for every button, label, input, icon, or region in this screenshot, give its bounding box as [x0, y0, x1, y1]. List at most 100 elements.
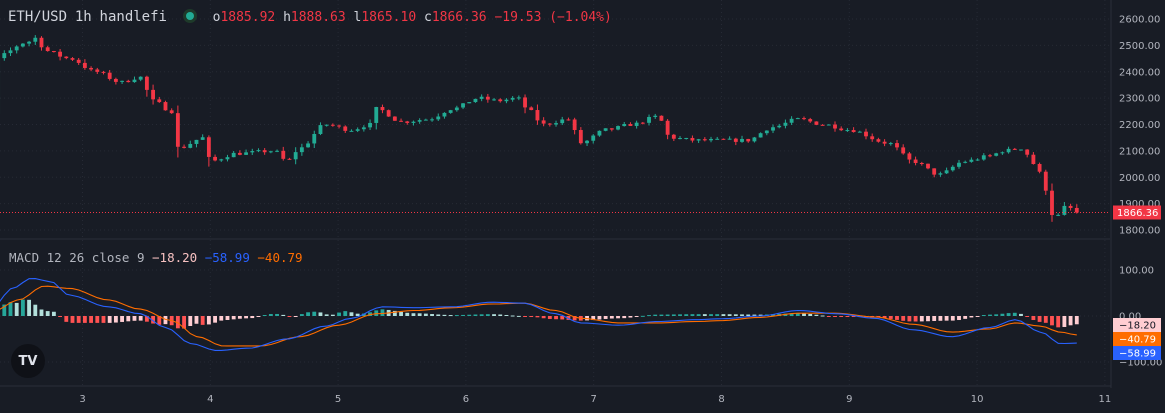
macd-histogram-bar	[206, 316, 211, 325]
price-tick-label: 2100.00	[1119, 146, 1160, 157]
candle-body	[554, 123, 558, 125]
candle-body	[411, 121, 416, 123]
macd-histogram-bar	[20, 299, 25, 316]
macd-histogram-bar	[733, 314, 738, 316]
candle-body	[826, 124, 831, 126]
macd-signal-badge	[1113, 332, 1161, 346]
macd-histogram-bar	[926, 316, 930, 322]
macd-histogram-bar	[975, 316, 980, 317]
candle-body	[1062, 205, 1067, 215]
macd-histogram-bar	[293, 316, 298, 317]
candle-body	[839, 128, 844, 131]
macd-histogram-bar	[907, 316, 912, 322]
candle-body	[343, 126, 348, 131]
candle-body	[113, 78, 118, 82]
candle-body	[89, 67, 94, 70]
macd-line-badge	[1113, 346, 1161, 360]
macd-histogram-bar	[126, 316, 131, 322]
candle-body	[696, 139, 701, 141]
candle-body	[913, 159, 918, 163]
macd-histogram-bar	[200, 316, 205, 325]
macd-histogram-bar	[771, 314, 775, 316]
candle-body	[33, 37, 38, 42]
macd-histogram-bar	[442, 314, 447, 316]
macd-histogram-bar	[194, 316, 199, 324]
tradingview-logo-icon[interactable]: TV	[11, 344, 45, 378]
macd-histogram-bar	[647, 315, 651, 317]
price-tick-label: 1800.00	[1119, 226, 1160, 237]
macd-histogram-bar	[789, 313, 794, 316]
candle-body	[901, 147, 906, 154]
macd-histogram-bar	[64, 316, 69, 322]
candle-body	[709, 138, 713, 141]
candle-body	[721, 138, 726, 140]
candle-body	[262, 150, 267, 153]
candle-body	[659, 115, 664, 121]
macd-histogram-bar	[882, 316, 887, 319]
macd-histogram-bar	[684, 314, 689, 316]
macd-histogram-bar	[380, 309, 385, 316]
candle-body	[237, 152, 242, 155]
macd-histogram-bar	[833, 316, 837, 317]
candle-body	[293, 152, 298, 160]
high-value: 1888.63	[290, 10, 346, 25]
macd-histogram-bar	[132, 316, 137, 321]
candle-body	[678, 138, 682, 140]
candle-body	[628, 124, 633, 126]
macd-histogram-bar	[76, 316, 81, 323]
candle-body	[275, 150, 279, 152]
candle-body	[151, 89, 156, 100]
macd-histogram-bar	[479, 314, 484, 316]
candle-body	[609, 128, 614, 130]
candle-body	[132, 79, 137, 83]
macd-histogram-bar	[752, 314, 757, 316]
macd-histogram-bar	[163, 316, 168, 325]
macd-histogram-bar	[1062, 316, 1067, 327]
macd-histogram-bar	[572, 316, 577, 321]
macd-histogram-bar	[182, 316, 186, 329]
macd-histogram-bar	[628, 316, 633, 318]
candle-body	[1012, 148, 1017, 150]
price-tick-label: 1900.00	[1119, 199, 1160, 210]
macd-histogram-bar	[70, 316, 75, 323]
candle-body	[802, 118, 806, 120]
macd-histogram-bar	[1000, 313, 1005, 316]
macd-histogram-bar	[845, 316, 850, 317]
x-tick-label: 9	[846, 394, 852, 405]
macd-histogram-bar	[151, 316, 156, 324]
candle-body	[256, 150, 261, 152]
candle-body	[14, 46, 19, 51]
candle-body	[870, 136, 875, 140]
macd-histogram-bar	[1050, 316, 1054, 326]
grid-lines	[0, 0, 1112, 388]
x-tick-label: 4	[207, 394, 213, 405]
candle-body	[361, 127, 366, 130]
macd-histogram-bar	[603, 316, 608, 319]
macd-signal-value: −40.79	[257, 250, 303, 265]
market-status-icon[interactable]	[182, 9, 197, 23]
candle-body	[715, 138, 720, 140]
candle-body	[795, 118, 800, 120]
macd-tick-label: 0.00	[1119, 312, 1141, 323]
macd-tick-label: −100.00	[1119, 358, 1162, 369]
macd-histogram-bar	[250, 316, 255, 319]
macd-histogram-bar	[826, 316, 831, 317]
candle-body	[876, 139, 881, 142]
change-value: −19.53 (−1.04%)	[494, 10, 612, 25]
candle-body	[281, 150, 286, 159]
macd-histogram-bar	[58, 316, 63, 317]
macd-hist-badge-label: −18.20	[1119, 321, 1156, 332]
candle-body	[107, 72, 112, 79]
macd-histogram-bar	[913, 316, 918, 322]
candle-body	[45, 47, 50, 52]
macd-histogram-bar	[498, 314, 503, 316]
x-tick-label: 10	[971, 394, 984, 405]
candle-body	[907, 153, 912, 160]
macd-histogram-bar	[461, 314, 465, 316]
candle-body	[194, 139, 199, 144]
macd-histogram-bar	[14, 302, 19, 316]
macd-histogram-bar	[901, 316, 906, 321]
interval[interactable]: 1h	[74, 9, 92, 25]
x-tick-label: 3	[79, 394, 85, 405]
